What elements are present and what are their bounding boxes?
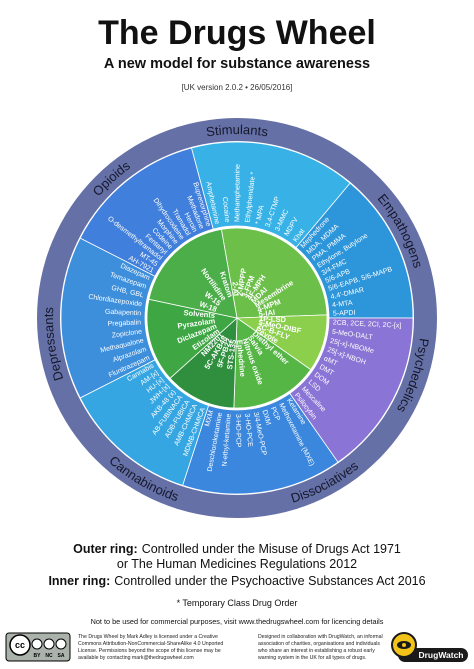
cc-icon: BY	[34, 653, 42, 659]
drug-label: Zopiclone	[111, 328, 142, 339]
inner-sector	[220, 227, 328, 319]
collab-line: association of charities, organisations …	[258, 641, 380, 647]
inner-drug-label: Solvents	[183, 308, 215, 320]
inner-sector	[148, 228, 238, 319]
collab-line: who share an interest in establishing a …	[258, 648, 375, 654]
note: * Temporary Class Drug Order	[177, 598, 298, 608]
inner-drug-label: 2-MPPP	[235, 268, 248, 297]
drug-label: * MPA	[255, 204, 266, 225]
drug-label: Methamphetamine	[234, 164, 241, 222]
license-line: available by contacting mark@thedrugswhe…	[78, 655, 194, 661]
legend-text: Controlled under the Misuse of Drugs Act…	[142, 542, 401, 556]
legend-label: Inner ring:	[48, 574, 110, 588]
drug-label: DXM	[260, 409, 271, 426]
drug-label: 4-MTA	[332, 300, 354, 310]
cc-icon: cc	[15, 640, 25, 650]
drug-label: Pregabalin	[108, 319, 142, 328]
subtitle: A new model for substance awareness	[104, 56, 370, 72]
inner-sector	[169, 317, 238, 409]
inner-ring-legend: Inner ring: Controlled under the Psychoac…	[48, 574, 425, 588]
inner-drug-label: 5-IAI	[258, 308, 276, 319]
logo-text: DrugWatch	[418, 650, 463, 660]
outer-ring-legend: or The Human Medicines Regulations 2012	[117, 557, 357, 571]
drug-label: PCP	[269, 406, 281, 422]
inner-sector	[233, 317, 312, 409]
collab-line: Designed in collaboration with DrugWatch…	[258, 634, 383, 640]
outer-ring-legend: Outer ring: Controlled under the Misuse o…	[73, 542, 401, 556]
drug-label: 3-HO-PCE	[243, 413, 253, 447]
license-line: License. Permissions beyond the scope of…	[78, 648, 221, 654]
notice: Not to be used for commercial purposes, …	[91, 617, 384, 626]
drugwatch-logo: DrugWatch	[391, 632, 468, 662]
cc-badge: cc BY NC SA	[5, 632, 71, 662]
drug-label: 5-APDI	[333, 310, 356, 318]
drug-label: Gabapentin	[105, 309, 142, 318]
drug-label: 2CB, 2CE, 2CI, 2C-[x]	[333, 319, 402, 329]
license-line: Commons Attribution-NonCommercial-ShareA…	[78, 641, 223, 647]
inner-sector	[146, 298, 238, 379]
license-line: The Drugs Wheel by Mark Adley is license…	[78, 634, 218, 640]
version: [UK version 2.0.2 • 26/05/2016]	[182, 83, 293, 92]
title: The Drugs Wheel	[98, 14, 376, 52]
cc-icon: SA	[58, 653, 65, 659]
inner-drug-label: 2-AI	[231, 281, 241, 296]
legend-text: Controlled under the Psychoactive Substa…	[114, 574, 425, 588]
wheel: Amphetamine Cocaine Methamphetamine Ethylph…	[37, 118, 437, 518]
inner-drug-label: STS-135	[225, 338, 238, 370]
license-text: The Drugs Wheel by Mark Adley is license…	[78, 634, 223, 661]
inner-drug-label: 1P-LSD	[259, 314, 287, 324]
drug-label: 3-HO-PCP	[234, 414, 241, 448]
drug-label: N-ethyl-ketamine	[222, 413, 233, 466]
collab-line: warning system in the UK for all types o…	[258, 655, 366, 661]
cc-icon: NC	[45, 653, 53, 659]
drug-label: MXM	[204, 410, 215, 428]
drug-label: Cocaine	[221, 197, 231, 223]
legend-label: Outer ring:	[73, 542, 138, 556]
inner-drug-label: Ephedrine	[235, 339, 247, 377]
sector	[79, 147, 214, 277]
collab-text: Designed in collaboration with DrugWatch…	[258, 634, 383, 661]
